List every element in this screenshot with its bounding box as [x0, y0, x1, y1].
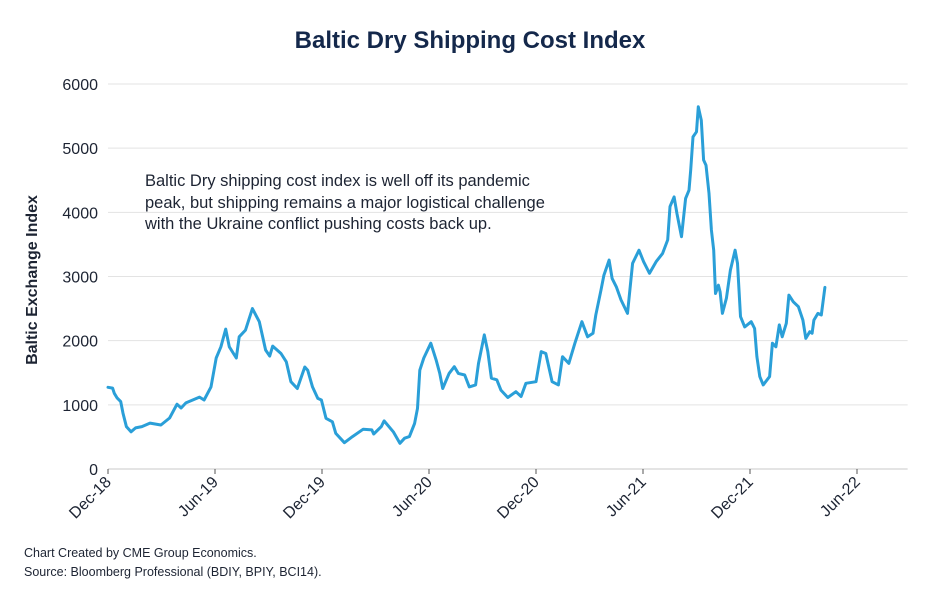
footer-credit: Chart Created by CME Group Economics. — [24, 546, 257, 560]
y-tick-label: 2000 — [62, 334, 98, 351]
chart-title: Baltic Dry Shipping Cost Index — [294, 27, 646, 54]
annotation-line-3: with the Ukraine conflict pushing costs … — [145, 215, 492, 233]
y-tick-label: 5000 — [62, 141, 98, 158]
x-tick-label: Dec-21 — [708, 474, 757, 523]
x-tick-label: Dec-20 — [494, 474, 543, 523]
y-tick-label: 4000 — [62, 205, 98, 222]
y-tick-label: 0 — [89, 462, 98, 479]
chart-annotation: Baltic Dry shipping cost index is well o… — [145, 171, 545, 236]
y-tick-label: 6000 — [62, 77, 98, 94]
x-tick-label: Jun-19 — [175, 474, 222, 521]
y-tick-label: 3000 — [62, 270, 98, 287]
x-tick-label: Jun-20 — [389, 474, 436, 521]
x-tick-label: Jun-22 — [817, 474, 864, 521]
x-tick-label: Jun-21 — [603, 474, 650, 521]
footer-source: Source: Bloomberg Professional (BDIY, BP… — [24, 565, 322, 579]
x-tick-label: Dec-19 — [280, 474, 329, 523]
annotation-line-2: peak, but shipping remains a major logis… — [145, 193, 545, 212]
annotation-line-1: Baltic Dry shipping cost index is well o… — [145, 172, 530, 190]
y-tick-label: 1000 — [62, 398, 98, 415]
series-line — [106, 105, 827, 445]
x-tick-label: Dec-18 — [66, 474, 115, 523]
